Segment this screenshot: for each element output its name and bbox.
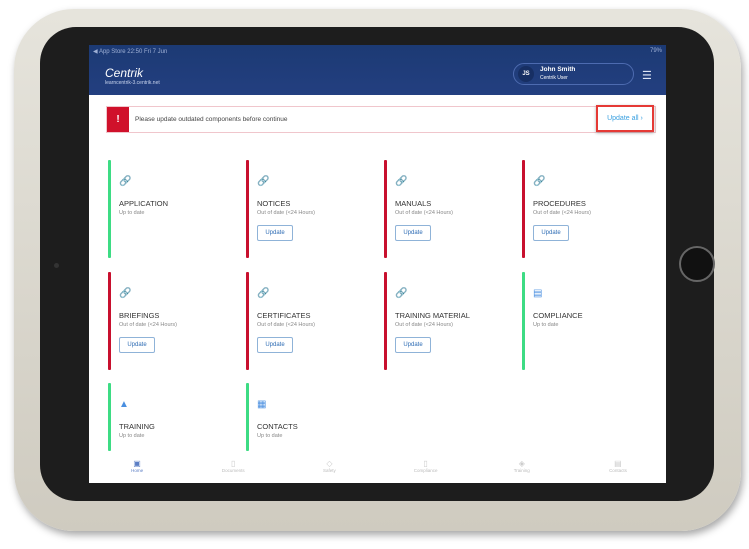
nav-documents[interactable]: ▯ Documents (185, 453, 281, 483)
user-name: John Smith (540, 66, 576, 73)
document-icon: ▤ (533, 288, 543, 299)
card-title: COMPLIANCE (533, 311, 583, 320)
status-bar: ◀ App Store 22:50 Fri 7 Jun 79% (93, 48, 662, 55)
card-notices[interactable]: 🔗 NOTICES Out of date (<24 Hours) Update (246, 160, 374, 258)
update-all-button[interactable]: Update all › (596, 105, 654, 132)
nav-label: Training (513, 468, 530, 473)
card-title: PROCEDURES (533, 199, 586, 208)
nav-training[interactable]: ◈ Training (474, 453, 570, 483)
card-title: TRAINING (119, 422, 155, 431)
contacts-icon: ▤ (614, 459, 622, 468)
update-button[interactable]: Update (257, 225, 293, 241)
domain-label: learncentrik-3.centrik.net (105, 80, 160, 86)
hamburger-icon[interactable]: ☰ (642, 70, 652, 82)
update-button[interactable]: Update (395, 337, 431, 353)
status-bar-indicator (384, 160, 387, 258)
safety-icon: ◇ (326, 459, 333, 468)
card-status: Out of date (<24 Hours) (395, 210, 453, 216)
paperclip-icon: 🔗 (257, 288, 270, 299)
nav-compliance[interactable]: ▯ Compliance (378, 453, 474, 483)
card-status: Up to date (119, 433, 145, 439)
nav-label: Contacts (609, 468, 627, 473)
update-button[interactable]: Update (533, 225, 569, 241)
contacts-icon: ▦ (257, 399, 267, 410)
nav-home[interactable]: ▣ Home (89, 453, 185, 483)
card-status: Out of date (<24 Hours) (395, 322, 453, 328)
status-bar-indicator (246, 272, 249, 370)
camera (54, 263, 59, 268)
card-title: MANUALS (395, 199, 432, 208)
paperclip-icon: 🔗 (533, 176, 546, 187)
card-title: BRIEFINGS (119, 311, 160, 320)
app-header: ◀ App Store 22:50 Fri 7 Jun 79% Centrik l… (89, 45, 666, 95)
banner-message: Please update outdated components before… (135, 116, 288, 123)
avatar: JS (518, 66, 534, 82)
card-certificates[interactable]: 🔗 CERTIFICATES Out of date (<24 Hours) U… (246, 272, 374, 370)
update-banner: ! Please update outdated components befo… (106, 105, 656, 133)
status-bar-indicator (108, 383, 111, 451)
home-icon: ▣ (133, 459, 141, 468)
card-procedures[interactable]: 🔗 PROCEDURES Out of date (<24 Hours) Upd… (522, 160, 650, 258)
card-contacts[interactable]: ▦ CONTACTS Up to date (246, 383, 374, 451)
nav-label: Safety (323, 468, 336, 473)
bottom-nav: ▣ Home ▯ Documents ◇ Safety ▯ Compliance ◈ Traini… (89, 453, 666, 483)
graduation-cap-icon: ▲ (119, 399, 129, 410)
centrik-logo: Centrik (105, 66, 144, 80)
nav-contacts[interactable]: ▤ Contacts (570, 453, 666, 483)
card-status: Out of date (<24 Hours) (257, 210, 315, 216)
nav-label: Compliance (413, 468, 438, 473)
card-title: CERTIFICATES (257, 311, 311, 320)
card-title: NOTICES (257, 199, 291, 208)
card-title: APPLICATION (119, 199, 169, 208)
card-status: Up to date (119, 210, 145, 216)
status-bar-indicator (108, 272, 111, 370)
status-bar-indicator (246, 383, 249, 451)
card-title: TRAINING MATERIAL (395, 311, 470, 320)
paperclip-icon: 🔗 (395, 288, 408, 299)
status-bar-indicator (522, 160, 525, 258)
card-title: CONTACTS (257, 422, 298, 431)
card-status: Up to date (533, 322, 559, 328)
paperclip-icon: 🔗 (119, 176, 132, 187)
card-training[interactable]: ▲ TRAINING Up to date (108, 383, 236, 451)
alert-icon: ! (107, 107, 129, 132)
update-button[interactable]: Update (257, 337, 293, 353)
status-bar-indicator (522, 272, 525, 370)
status-bar-indicator (108, 160, 111, 258)
card-status: Up to date (257, 433, 283, 439)
status-left: ◀ App Store 22:50 Fri 7 Jun (93, 49, 168, 55)
user-profile-button[interactable]: JS John Smith Centrik User (513, 63, 634, 85)
compliance-icon: ▯ (423, 459, 428, 468)
paperclip-icon: 🔗 (119, 288, 132, 299)
card-application[interactable]: 🔗 APPLICATION Up to date (108, 160, 236, 258)
update-button[interactable]: Update (395, 225, 431, 241)
battery-level: 79% (649, 48, 662, 54)
card-status: Out of date (<24 Hours) (533, 210, 591, 216)
status-bar-indicator (246, 160, 249, 258)
documents-icon: ▯ (231, 459, 236, 468)
training-icon: ◈ (518, 459, 525, 468)
card-compliance[interactable]: ▤ COMPLIANCE Up to date (522, 272, 650, 370)
card-status: Out of date (<24 Hours) (257, 322, 315, 328)
nav-label: Home (131, 468, 144, 473)
card-status: Out of date (<24 Hours) (119, 322, 177, 328)
user-role: Centrik User (540, 75, 568, 81)
paperclip-icon: 🔗 (257, 176, 270, 187)
paperclip-icon: 🔗 (395, 176, 408, 187)
status-bar-indicator (384, 272, 387, 370)
nav-label: Documents (221, 468, 245, 473)
home-button[interactable] (679, 246, 715, 282)
nav-safety[interactable]: ◇ Safety (281, 453, 377, 483)
app-screen: ◀ App Store 22:50 Fri 7 Jun 79% Centrik l… (89, 45, 666, 483)
card-briefings[interactable]: 🔗 BRIEFINGS Out of date (<24 Hours) Upda… (108, 272, 236, 370)
card-manuals[interactable]: 🔗 MANUALS Out of date (<24 Hours) Update (384, 160, 512, 258)
card-training-material[interactable]: 🔗 TRAINING MATERIAL Out of date (<24 Hou… (384, 272, 512, 370)
update-button[interactable]: Update (119, 337, 155, 353)
